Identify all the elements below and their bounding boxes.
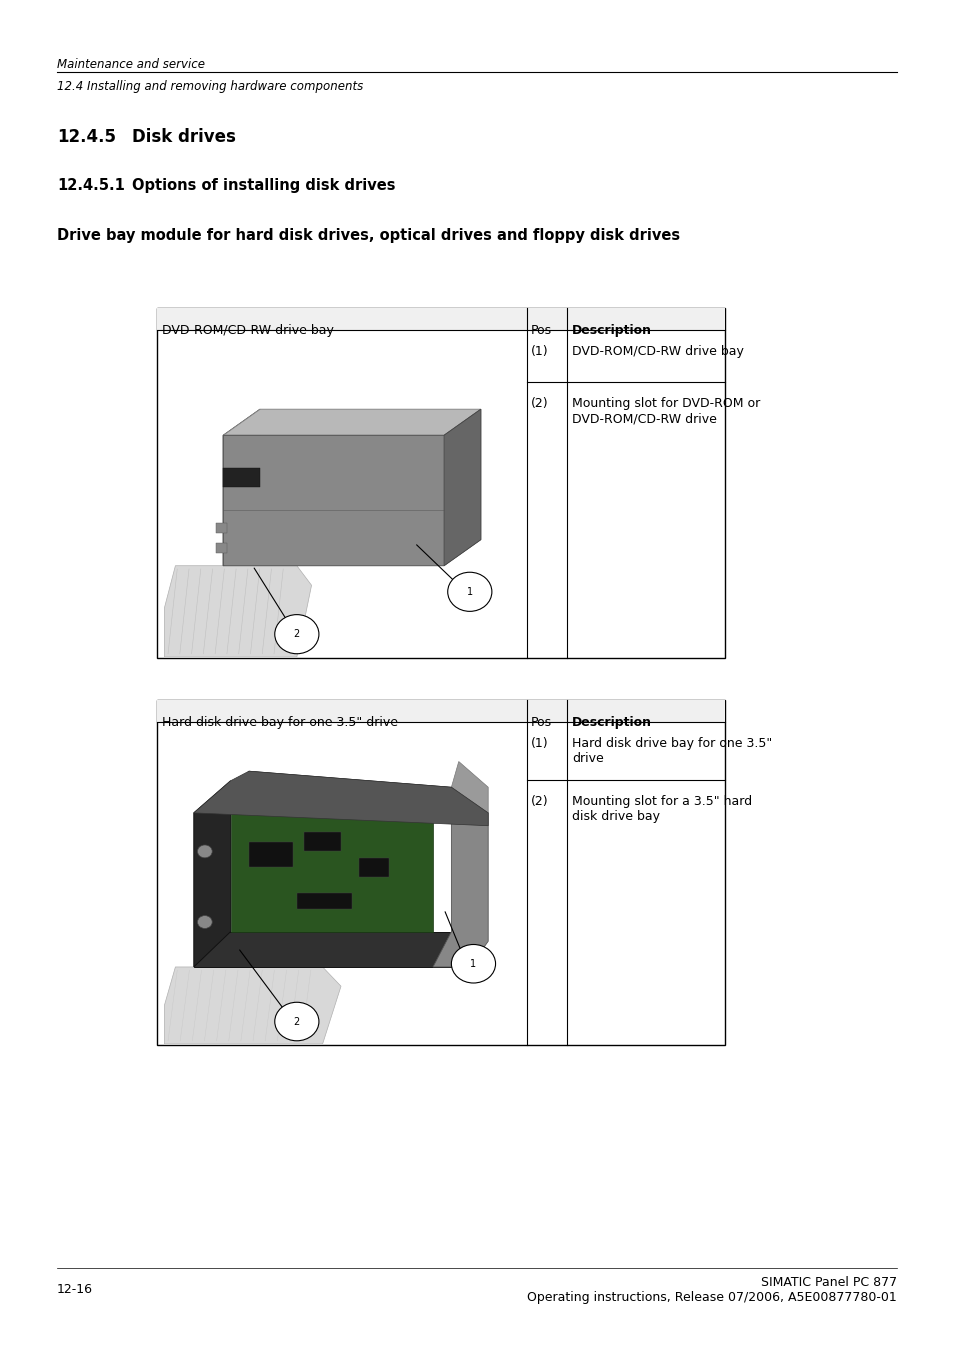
Text: (2): (2) <box>531 794 548 808</box>
Polygon shape <box>193 781 231 967</box>
Bar <box>359 858 389 877</box>
Text: (1): (1) <box>531 345 548 358</box>
Text: 12-16: 12-16 <box>57 1283 92 1296</box>
Bar <box>157 308 724 330</box>
Text: Options of installing disk drives: Options of installing disk drives <box>132 178 395 193</box>
Bar <box>157 700 724 1046</box>
Text: (1): (1) <box>531 738 548 750</box>
Polygon shape <box>164 566 312 657</box>
Bar <box>157 700 724 721</box>
Text: Disk drives: Disk drives <box>132 128 235 146</box>
Bar <box>215 543 227 553</box>
Text: Description: Description <box>572 716 651 730</box>
Text: Mounting slot for a 3.5" hard
disk drive bay: Mounting slot for a 3.5" hard disk drive… <box>572 794 751 823</box>
Polygon shape <box>164 967 340 1044</box>
Text: DVD-ROM/CD-RW drive bay: DVD-ROM/CD-RW drive bay <box>572 345 743 358</box>
Circle shape <box>451 944 495 984</box>
Bar <box>304 832 340 851</box>
Polygon shape <box>223 409 260 566</box>
Bar <box>157 308 724 658</box>
Circle shape <box>197 844 212 858</box>
Polygon shape <box>451 762 488 813</box>
Text: (2): (2) <box>531 397 548 409</box>
Circle shape <box>447 573 492 612</box>
Text: SIMATIC Panel PC 877: SIMATIC Panel PC 877 <box>760 1275 896 1289</box>
Text: Drive bay module for hard disk drives, optical drives and floppy disk drives: Drive bay module for hard disk drives, o… <box>57 228 679 243</box>
Text: 2: 2 <box>294 1016 299 1027</box>
Polygon shape <box>231 771 451 793</box>
Text: Description: Description <box>572 324 651 336</box>
Bar <box>223 467 260 488</box>
Text: 1: 1 <box>470 959 476 969</box>
Circle shape <box>274 1002 318 1040</box>
Text: DVD-ROM/CD-RW drive bay: DVD-ROM/CD-RW drive bay <box>162 324 334 336</box>
Text: Hard disk drive bay for one 3.5"
drive: Hard disk drive bay for one 3.5" drive <box>572 738 771 765</box>
Text: 12.4 Installing and removing hardware components: 12.4 Installing and removing hardware co… <box>57 80 363 93</box>
Text: Pos: Pos <box>531 716 552 730</box>
Text: Maintenance and service: Maintenance and service <box>57 58 205 72</box>
Text: Mounting slot for DVD-ROM or
DVD-ROM/CD-RW drive: Mounting slot for DVD-ROM or DVD-ROM/CD-… <box>572 397 760 426</box>
Bar <box>249 842 293 867</box>
Bar <box>296 893 352 909</box>
Polygon shape <box>223 409 480 435</box>
Text: 12.4.5.1: 12.4.5.1 <box>57 178 125 193</box>
Text: 1: 1 <box>466 586 473 597</box>
Polygon shape <box>193 932 469 967</box>
Polygon shape <box>193 771 488 825</box>
Text: Hard disk drive bay for one 3.5" drive: Hard disk drive bay for one 3.5" drive <box>162 716 397 730</box>
Polygon shape <box>223 409 480 566</box>
Text: 2: 2 <box>294 630 299 639</box>
Polygon shape <box>443 409 480 566</box>
Text: Pos: Pos <box>531 324 552 336</box>
Bar <box>215 523 227 534</box>
Circle shape <box>274 615 318 654</box>
Polygon shape <box>433 788 488 967</box>
Text: 12.4.5: 12.4.5 <box>57 128 116 146</box>
Text: Operating instructions, Release 07/2006, A5E00877780-01: Operating instructions, Release 07/2006,… <box>527 1292 896 1304</box>
Circle shape <box>197 916 212 928</box>
Polygon shape <box>231 793 433 932</box>
